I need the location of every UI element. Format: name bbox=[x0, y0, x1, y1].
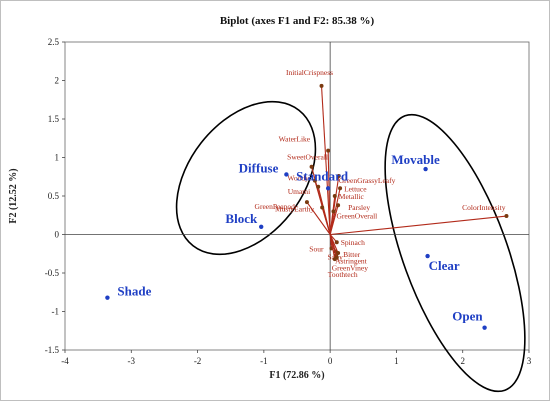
variable-label-GreenOverall: GreenOverall bbox=[336, 211, 377, 220]
variable-label-Parsley: Parsley bbox=[348, 203, 370, 212]
x-ticks: -4 -3 -2 -1 0 1 2 3 bbox=[61, 350, 532, 366]
y-tick-label: 1.5 bbox=[48, 114, 60, 124]
variable-label-Sour: Sour bbox=[309, 244, 324, 253]
y-tick-label: 2.5 bbox=[48, 37, 60, 47]
y-tick-label: -0.5 bbox=[45, 268, 60, 278]
variable-point-WaterLike bbox=[326, 148, 331, 153]
x-tick-label: 3 bbox=[527, 356, 532, 366]
cluster-ellipses bbox=[175, 100, 526, 393]
y-tick-label: 1 bbox=[55, 153, 60, 163]
cluster-ellipse-left bbox=[175, 100, 317, 256]
variable-point-MustyEarthy bbox=[320, 205, 325, 210]
variable-point-InitialCrispness bbox=[319, 83, 324, 88]
y-tick-label: -1 bbox=[52, 307, 60, 317]
variable-label-MustyEarthy: MustyEarthy bbox=[275, 205, 314, 214]
variable-label-GreenGrassyLeafy: GreenGrassyLeafy bbox=[339, 176, 396, 185]
chart-title: Biplot (axes F1 and F2: 85.38 %) bbox=[220, 15, 375, 27]
vector-Toothtech bbox=[329, 234, 336, 260]
variable-label-Metallic: Metallic bbox=[339, 192, 365, 201]
observation-label-Standard: Standard bbox=[296, 168, 349, 183]
y-tick-label: 0.5 bbox=[48, 191, 60, 201]
observation-points: Shade Block Diffuse Standard Movable Clear Ope… bbox=[105, 152, 487, 330]
variable-point-ColorIntensity bbox=[504, 214, 509, 219]
observation-label-Open: Open bbox=[452, 309, 483, 324]
variable-point-Woody bbox=[312, 178, 317, 183]
variable-point-Lettuce bbox=[338, 186, 343, 191]
observation-point-Standard bbox=[325, 186, 331, 191]
variable-point-Toothtech bbox=[332, 257, 337, 262]
zero-axes bbox=[65, 42, 529, 350]
observation-label-Clear: Clear bbox=[429, 258, 460, 273]
variable-point-Spinach bbox=[334, 240, 339, 245]
variable-label-Astringent: Astringent bbox=[335, 256, 368, 265]
observation-point-Diffuse bbox=[284, 172, 289, 177]
variable-label-Lettuce: Lettuce bbox=[344, 184, 367, 193]
variable-point-SweetOverall bbox=[309, 164, 314, 169]
variable-label-Umami: Umami bbox=[288, 187, 311, 196]
observation-point-Shade bbox=[105, 295, 110, 300]
variable-point-GreenPeapod bbox=[304, 200, 309, 205]
cluster-ellipse-right bbox=[384, 113, 526, 393]
variable-label-SweetOverall: SweetOverall bbox=[287, 153, 328, 162]
x-tick-label: -3 bbox=[128, 356, 136, 366]
variable-label-ColorIntensity: ColorIntensity bbox=[462, 203, 506, 212]
y-tick-label: -1.5 bbox=[45, 345, 60, 355]
vector-WaterLike bbox=[327, 150, 331, 235]
x-tick-label: -1 bbox=[260, 356, 268, 366]
observation-point-Movable bbox=[423, 166, 428, 172]
variable-label-GreenViney: GreenViney bbox=[332, 264, 368, 273]
vector-MustyEarthy bbox=[321, 207, 331, 235]
y-ticks: 2.5 2 1.5 1 0.5 0 -0.5 -1 -1.5 bbox=[45, 37, 65, 355]
x-tick-label: 0 bbox=[328, 356, 333, 366]
variable-point-GreenOverall bbox=[331, 209, 336, 214]
variable-point-Umami bbox=[316, 184, 321, 189]
variable-label-Spinach: Spinach bbox=[341, 238, 365, 247]
variable-label-Toothtech: Toothtech bbox=[328, 270, 358, 279]
variable-label-Bitter: Bitter bbox=[343, 250, 361, 259]
observation-label-Movable: Movable bbox=[391, 152, 440, 167]
y-tick-label: 2 bbox=[55, 76, 60, 86]
y-axis-label: F2 (12.52 %) bbox=[8, 168, 19, 223]
x-tick-label: 2 bbox=[460, 356, 465, 366]
variable-point-Parsley bbox=[336, 203, 341, 208]
variable-label-GreenPeapod: GreenPeapod bbox=[255, 202, 296, 211]
variable-label-Woody: Woody bbox=[287, 174, 309, 183]
variable-point-GreenGrassyLeafy bbox=[336, 173, 341, 178]
vector-ColorIntensity bbox=[330, 215, 507, 236]
variable-label-WaterLike: WaterLike bbox=[279, 135, 311, 144]
observation-point-Open bbox=[482, 325, 487, 330]
observation-label-Block: Block bbox=[225, 211, 258, 226]
variable-point-Metallic bbox=[332, 194, 337, 198]
x-axis-label: F1 (72.86 %) bbox=[269, 370, 324, 381]
variable-vectors: InitialCrispness WaterLike SweetOverall Woo… bbox=[255, 68, 509, 279]
vector-GreenPeapod bbox=[306, 201, 331, 235]
x-tick-label: -4 bbox=[61, 356, 69, 366]
vector-Parsley bbox=[329, 205, 339, 235]
observation-label-Diffuse: Diffuse bbox=[239, 160, 279, 175]
observation-point-Clear bbox=[425, 253, 430, 259]
observation-point-Block bbox=[259, 224, 264, 229]
x-tick-label: -2 bbox=[194, 356, 202, 366]
y-tick-label: 0 bbox=[55, 230, 60, 240]
vector-GreenOverall bbox=[329, 211, 335, 235]
observation-label-Shade: Shade bbox=[117, 284, 151, 299]
vector-InitialCrispness bbox=[320, 85, 331, 235]
x-tick-label: 1 bbox=[394, 356, 399, 366]
variable-label-InitialCrispness: InitialCrispness bbox=[286, 68, 333, 77]
